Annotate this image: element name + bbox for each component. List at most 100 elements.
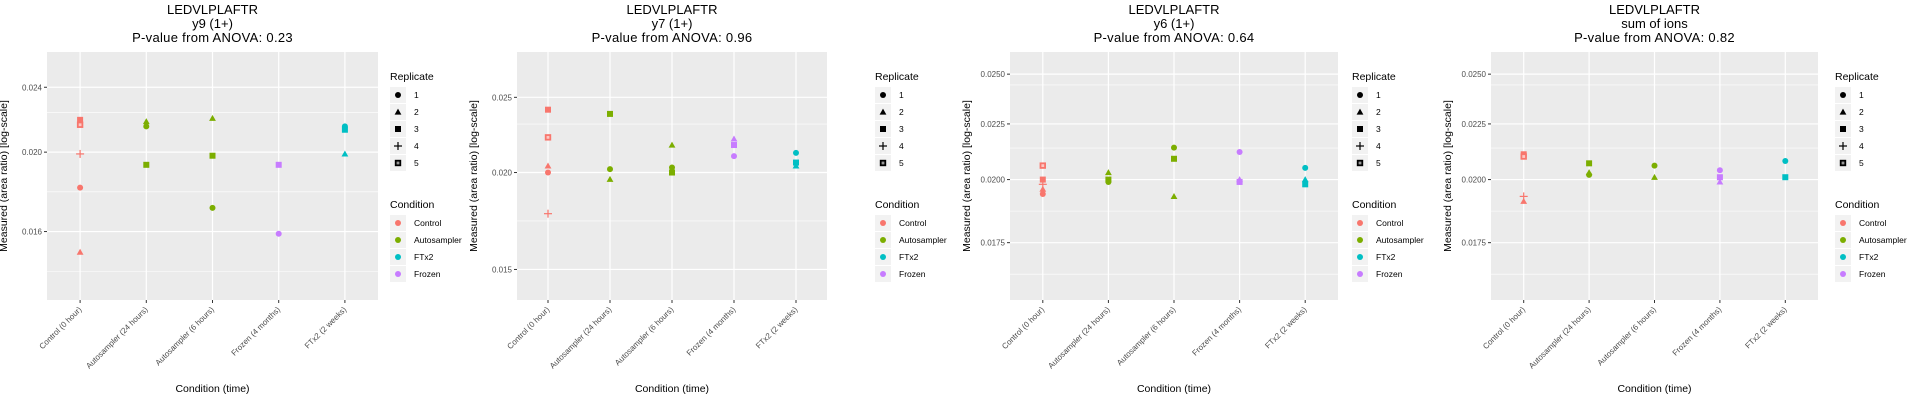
legend-key-square-icon: [1357, 126, 1363, 132]
data-point: [1301, 176, 1309, 183]
legend-label: FTx2: [899, 252, 919, 262]
x-tick-label: Autosampler (6 hours): [1596, 305, 1659, 368]
legend: Replicate 1 2 3 4 5 Condition Control Autosample…: [875, 71, 947, 282]
legend-key-square-icon: [880, 126, 886, 132]
legend-key-triangle-icon: [1839, 108, 1847, 115]
legend-label: 3: [899, 124, 904, 134]
legend-label: 2: [1859, 107, 1864, 117]
boxed-x-inner: [78, 123, 82, 127]
legend-key-frozen-dot: [395, 271, 401, 277]
pvalue-label: P-value from ANOVA: 0.82: [1574, 30, 1735, 45]
x-tick-label: Frozen (4 months): [1190, 305, 1243, 358]
x-axis-label: Condition (time): [175, 383, 249, 395]
legend-label: 1: [414, 90, 419, 100]
x-axis-label: Condition (time): [1137, 383, 1211, 395]
legend-key-circle-icon: [880, 92, 886, 98]
legend-key-boxed-x-icon: [1356, 159, 1364, 167]
data-point: [1039, 190, 1046, 197]
y-axis-label: Measured (area ratio) [log-scale]: [0, 100, 10, 252]
y-tick-label: 0.0250: [1462, 70, 1487, 79]
data-point: [76, 248, 84, 255]
data-point: [1039, 176, 1046, 183]
boxed-x-inner: [396, 161, 400, 165]
legend-label: Control: [1859, 218, 1887, 228]
legend-key-square-icon: [395, 126, 401, 132]
legend-key-boxed-x-icon: [879, 159, 887, 167]
x-tick-label: Control (0 hour): [38, 305, 84, 351]
legend-key-frozen-dot: [1357, 271, 1363, 277]
legend-label: Autosampler: [899, 235, 947, 245]
x-tick-label: FTx2 (2 weeks): [754, 305, 800, 351]
legend-key-boxed-x-icon: [1839, 159, 1847, 167]
data-point: [1651, 162, 1658, 169]
legend-label: 5: [414, 158, 419, 168]
chart-subtitle: y6 (1+): [1154, 16, 1195, 31]
legend-label: 5: [899, 158, 904, 168]
legend-title-condition: Condition: [875, 199, 920, 211]
x-tick-label: FTx2 (2 weeks): [1263, 305, 1309, 351]
legend-label: 4: [899, 141, 904, 151]
data-point: [793, 149, 799, 156]
legend-key-autosampler-dot: [1840, 237, 1846, 243]
x-tick-label: Autosampler (6 hours): [154, 305, 217, 368]
data-point: [731, 142, 737, 149]
x-tick-label: Autosampler (24 hours): [84, 305, 150, 371]
data-point: [209, 114, 216, 121]
x-tick-label: FTx2 (2 weeks): [303, 305, 349, 351]
legend-label: Autosampler: [1376, 235, 1424, 245]
data-point: [1170, 193, 1178, 200]
y-axis-label: Measured (area ratio) [log-scale]: [961, 100, 973, 252]
data-point: [545, 106, 551, 113]
x-tick-label: Control (0 hour): [1000, 305, 1046, 351]
legend-label: 4: [1376, 141, 1381, 151]
legend-label: Frozen: [1376, 269, 1403, 279]
legend-label: 2: [1376, 107, 1381, 117]
data-point: [544, 134, 552, 141]
legend-label: 1: [1859, 90, 1864, 100]
legend-key-boxed-x-icon: [394, 159, 402, 167]
legend-label: Frozen: [899, 269, 926, 279]
boxed-x-inner: [1041, 164, 1045, 168]
x-tick-label: FTx2 (2 weeks): [1743, 305, 1789, 351]
legend-label: 3: [1859, 124, 1864, 134]
legend-key-autosampler-dot: [880, 237, 886, 243]
y-axis-label: Measured (area ratio) [log-scale]: [1442, 100, 1454, 252]
x-tick-label: Autosampler (6 hours): [1115, 305, 1178, 368]
data-point: [1302, 181, 1309, 188]
legend-key-ftx2-dot: [395, 254, 401, 260]
data-point: [1520, 153, 1527, 160]
data-point: [275, 230, 282, 237]
legend-label: Control: [414, 218, 442, 228]
data-point: [1039, 162, 1046, 169]
legend-key-ftx2-dot: [1357, 254, 1363, 260]
y-axis-label: Measured (area ratio) [log-scale]: [468, 100, 480, 252]
legend-title-condition: Condition: [1835, 199, 1880, 211]
data-point: [1586, 160, 1593, 167]
x-tick-label: Frozen (4 months): [685, 305, 738, 358]
data-point: [1520, 197, 1528, 204]
x-tick-label: Control (0 hour): [505, 305, 551, 351]
legend-key-control-dot: [1357, 220, 1363, 226]
y-tick-label: 0.0175: [1462, 239, 1487, 248]
pvalue-label: P-value from ANOVA: 0.23: [132, 30, 293, 45]
legend-key-control-dot: [395, 220, 401, 226]
data-point: [209, 152, 216, 159]
data-point: [1586, 171, 1593, 178]
data-point: [792, 162, 800, 169]
legend-label: Frozen: [1859, 269, 1886, 279]
legend-key-control-dot: [1840, 220, 1846, 226]
legend-title-replicate: Replicate: [1835, 71, 1879, 83]
data-point: [1302, 164, 1309, 171]
y-tick-label: 0.020: [22, 148, 43, 157]
legend-label: 3: [414, 124, 419, 134]
chart-subtitle: sum of ions: [1621, 16, 1688, 31]
legend-label: 5: [1859, 158, 1864, 168]
data-point: [1782, 174, 1789, 181]
legend-label: 4: [1859, 141, 1864, 151]
legend-label: FTx2: [414, 252, 434, 262]
boxed-x-inner: [881, 161, 885, 165]
x-tick-label: Autosampler (24 hours): [1527, 305, 1593, 371]
pvalue-label: P-value from ANOVA: 0.96: [592, 30, 753, 45]
